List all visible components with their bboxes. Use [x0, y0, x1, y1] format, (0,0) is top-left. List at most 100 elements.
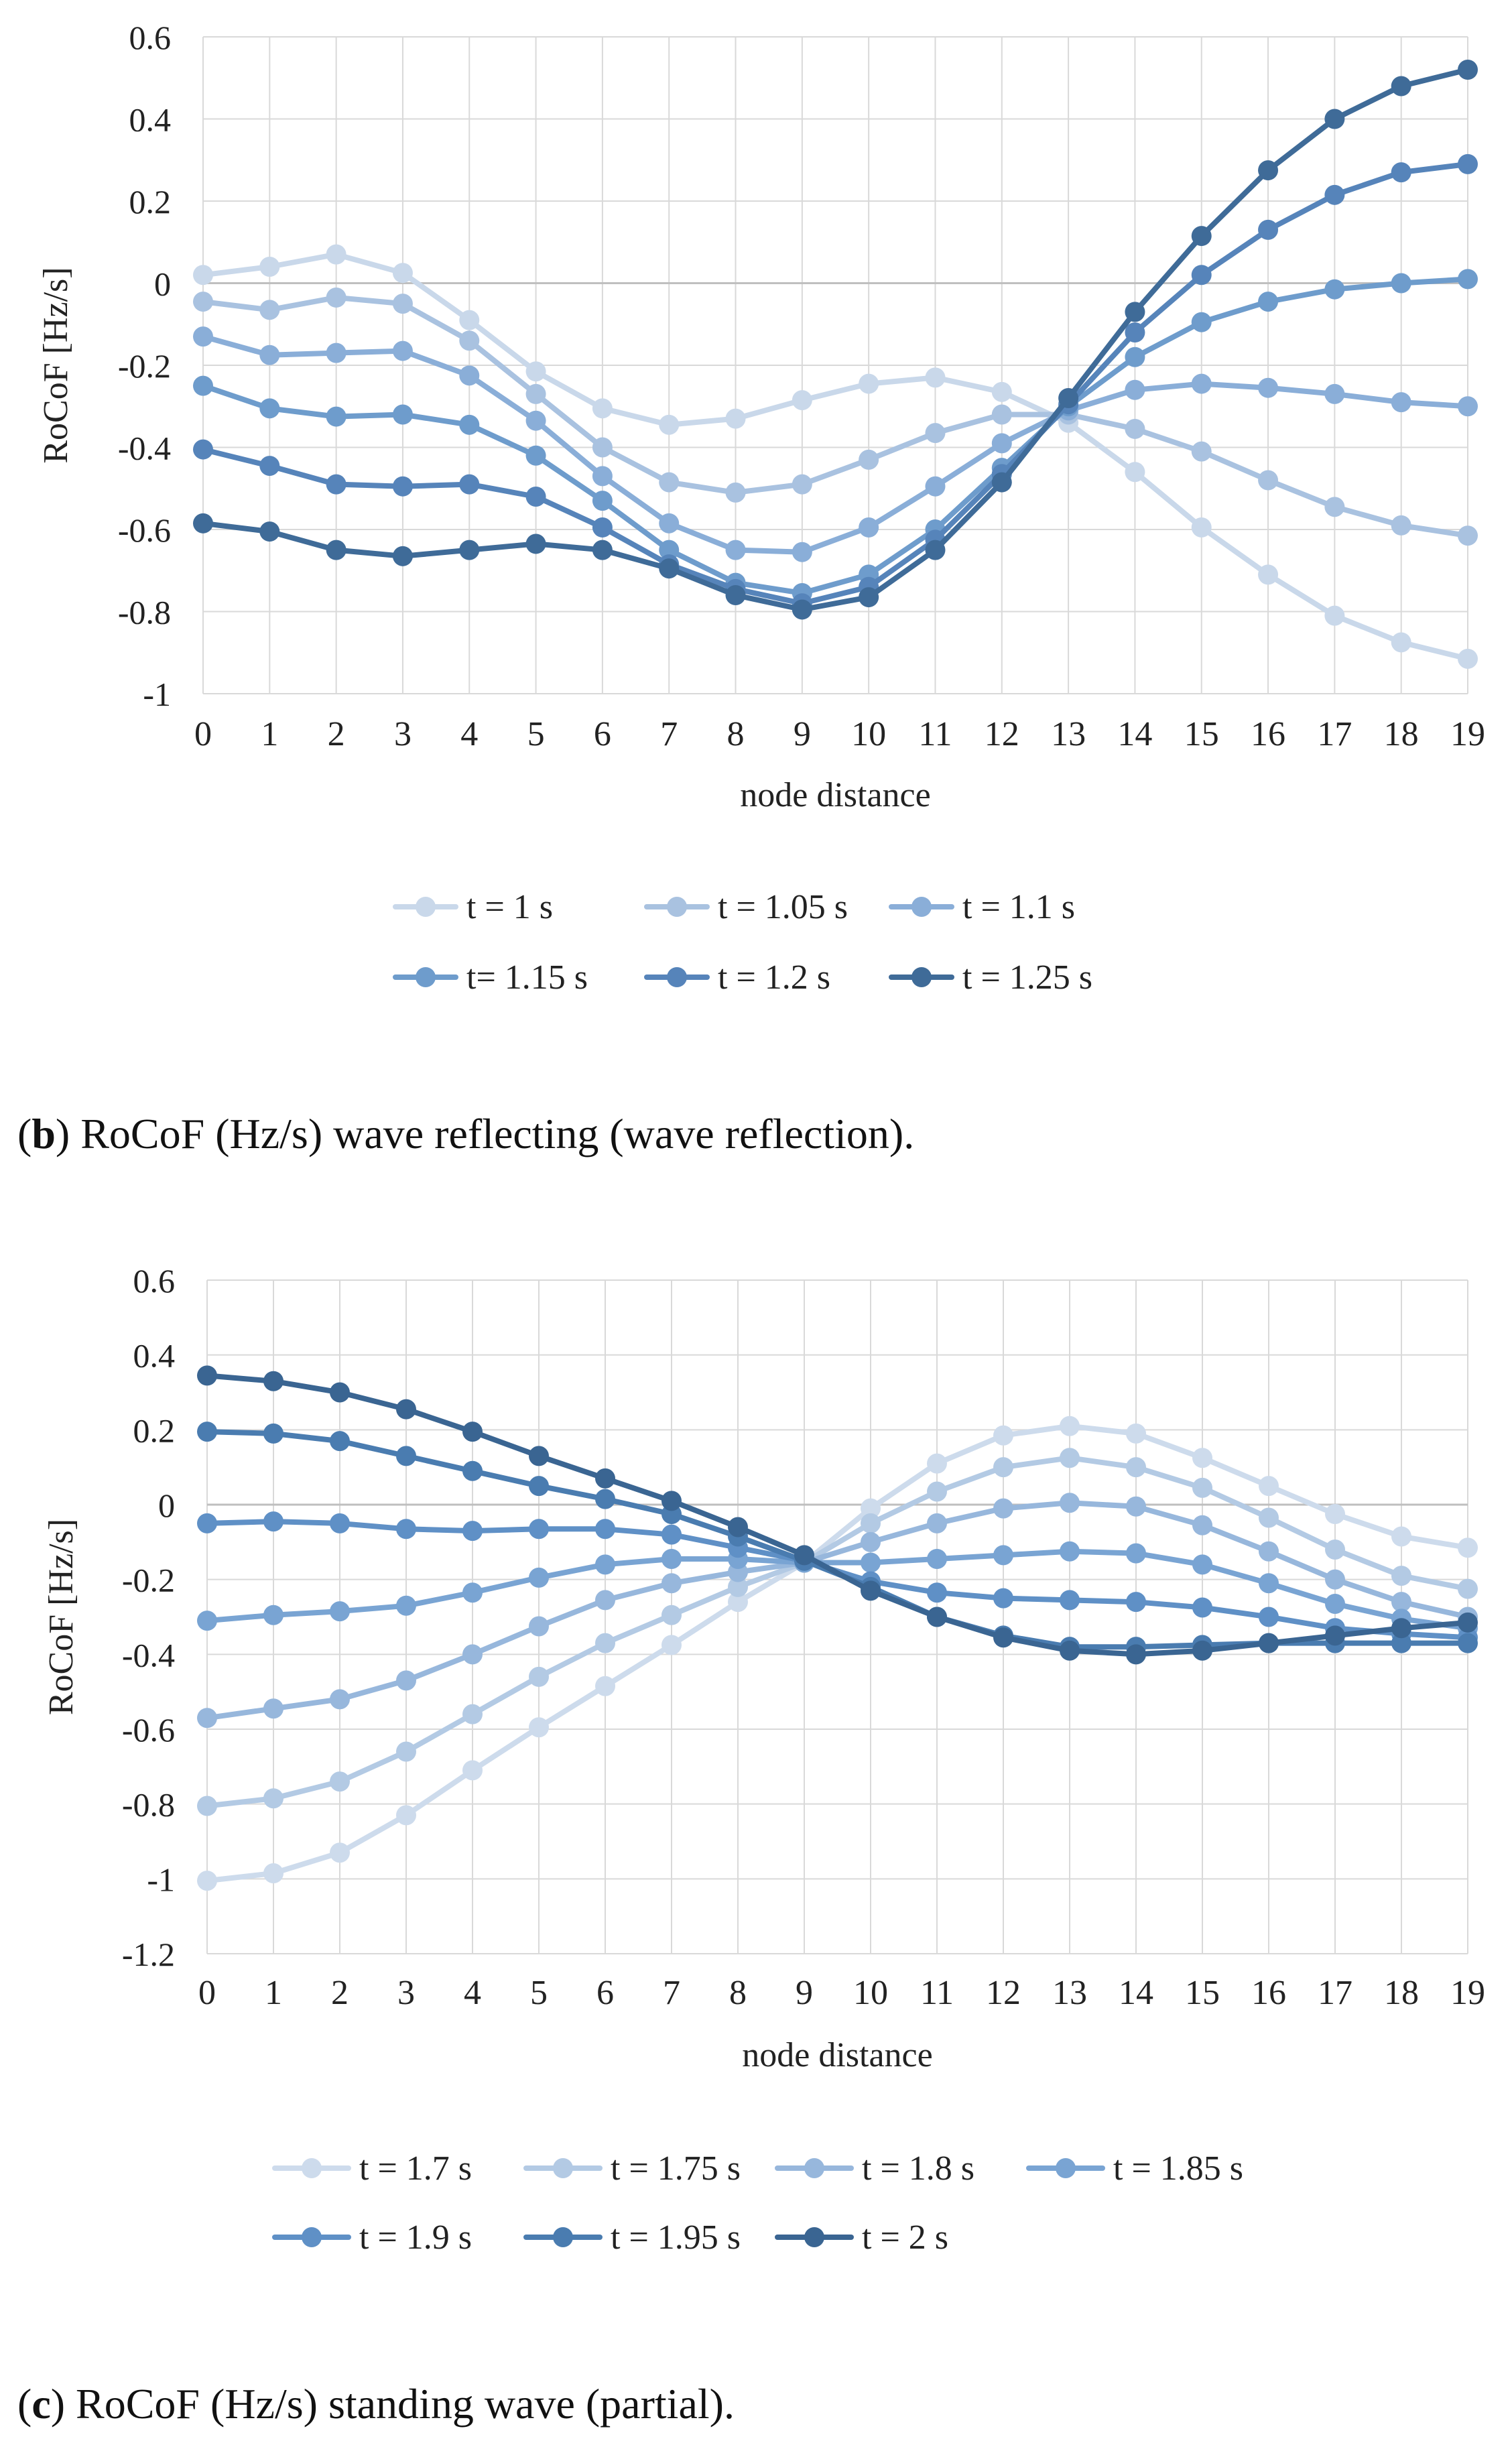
data-point [1458, 60, 1478, 80]
legend-item: t = 1.05 s [644, 888, 848, 926]
data-point [662, 1548, 682, 1569]
legend-swatch-marker [553, 2158, 573, 2178]
data-point [525, 361, 546, 382]
x-tick-label: 14 [1117, 715, 1152, 753]
legend-swatch-marker [1056, 2158, 1076, 2178]
data-point [193, 513, 213, 533]
data-point [330, 1689, 350, 1710]
data-point [861, 1498, 881, 1519]
legend-swatch-marker [667, 897, 687, 917]
x-tick-label: 0 [198, 1974, 216, 2012]
data-point [728, 1576, 748, 1597]
data-point [861, 1580, 881, 1601]
data-point [1325, 1503, 1345, 1524]
data-point [725, 482, 746, 503]
data-point [794, 1545, 814, 1566]
data-point [662, 1491, 682, 1511]
legend-label: t = 1.95 s [611, 2218, 741, 2257]
data-point [927, 1481, 947, 1502]
data-point [1324, 383, 1345, 404]
data-point [927, 1607, 947, 1627]
data-point [859, 449, 879, 470]
data-point [529, 1519, 549, 1540]
data-point [1060, 1493, 1080, 1513]
series-line [204, 1500, 1470, 1721]
data-point [993, 1627, 1013, 1648]
legend-label: t = 2 s [862, 2218, 948, 2257]
x-tick-label: 4 [460, 715, 478, 753]
data-point [396, 1670, 416, 1691]
y-tick-label: 0.2 [133, 1411, 176, 1449]
legend-item: t = 1.8 s [775, 2149, 974, 2188]
x-tick-label: 10 [851, 715, 886, 753]
data-point [1458, 1578, 1478, 1599]
x-tick-label: 6 [594, 715, 611, 753]
series-line [204, 1423, 1470, 1884]
data-point [592, 517, 613, 538]
legend: t = 1.7 s t = 1.75 s t = 1.8 s t = 1.85 s t … [272, 2149, 1243, 2257]
data-point [1391, 1566, 1411, 1586]
chart-c: -1.2-1-0.8-0.6-0.4-0.200.20.40.60 1 2 3 4 5 6 7… [42, 1262, 1485, 2257]
legend-item: t = 1.1 s [889, 888, 1075, 926]
y-axis-title: RoCoF [Hz/s] [42, 1519, 80, 1715]
data-point [1458, 648, 1478, 669]
data-point [925, 476, 946, 497]
data-point [462, 1422, 483, 1442]
data-point [1258, 564, 1279, 585]
x-tick-label: 3 [397, 1974, 415, 2012]
series-line [200, 276, 1470, 596]
data-point [595, 1554, 615, 1575]
data-point [197, 1611, 217, 1631]
data-point [1060, 1640, 1080, 1661]
legend-label: t = 1.25 s [962, 958, 1092, 997]
data-point [197, 1422, 217, 1442]
data-point [462, 1582, 483, 1603]
data-point [659, 540, 680, 560]
data-point [1258, 160, 1279, 181]
data-point [1324, 605, 1345, 626]
legend-item: t = 1.95 s [523, 2218, 741, 2257]
legend-label: t = 1.1 s [962, 888, 1075, 926]
x-tick-label: 14 [1119, 1974, 1153, 2012]
legend-swatch-marker [911, 967, 932, 987]
legend-swatch-marker [804, 2158, 824, 2178]
data-point [263, 1863, 284, 1883]
data-point [330, 1382, 350, 1403]
data-point [1391, 1633, 1411, 1653]
data-point [1259, 1633, 1279, 1653]
data-point [925, 540, 946, 560]
series-line [204, 1548, 1470, 1631]
x-tick-label: 9 [796, 1974, 813, 2012]
series-line [200, 161, 1470, 607]
data-point [927, 1453, 947, 1474]
legend-swatch-marker [302, 2227, 322, 2247]
data-point [725, 408, 746, 429]
data-point [1259, 1541, 1279, 1562]
data-point [1191, 441, 1212, 462]
data-point [193, 375, 213, 396]
data-point [462, 1644, 483, 1665]
data-point [1324, 497, 1345, 517]
data-point [326, 406, 346, 427]
data-point [330, 1771, 350, 1792]
data-point [1391, 1618, 1411, 1639]
data-point [326, 474, 346, 495]
data-point [197, 1513, 217, 1533]
data-point [1391, 1592, 1411, 1613]
data-point [1191, 312, 1212, 332]
caption-b-text: RoCoF (Hz/s) wave reflecting (wave refle… [80, 1110, 915, 1157]
data-point [1458, 1537, 1478, 1558]
data-point [1192, 1597, 1212, 1618]
caption-c-label: c [32, 2380, 51, 2428]
data-point [193, 439, 213, 460]
data-point [1258, 377, 1279, 398]
legend-item: t = 2 s [775, 2218, 948, 2257]
legend-label: t = 1 s [466, 888, 553, 926]
y-tick-label: -0.4 [122, 1636, 175, 1674]
data-point [326, 540, 346, 560]
data-point [1324, 184, 1345, 205]
x-tick-label: 15 [1185, 1974, 1220, 2012]
data-point [197, 1796, 217, 1816]
data-point [1192, 1477, 1212, 1498]
data-point [993, 1498, 1013, 1519]
